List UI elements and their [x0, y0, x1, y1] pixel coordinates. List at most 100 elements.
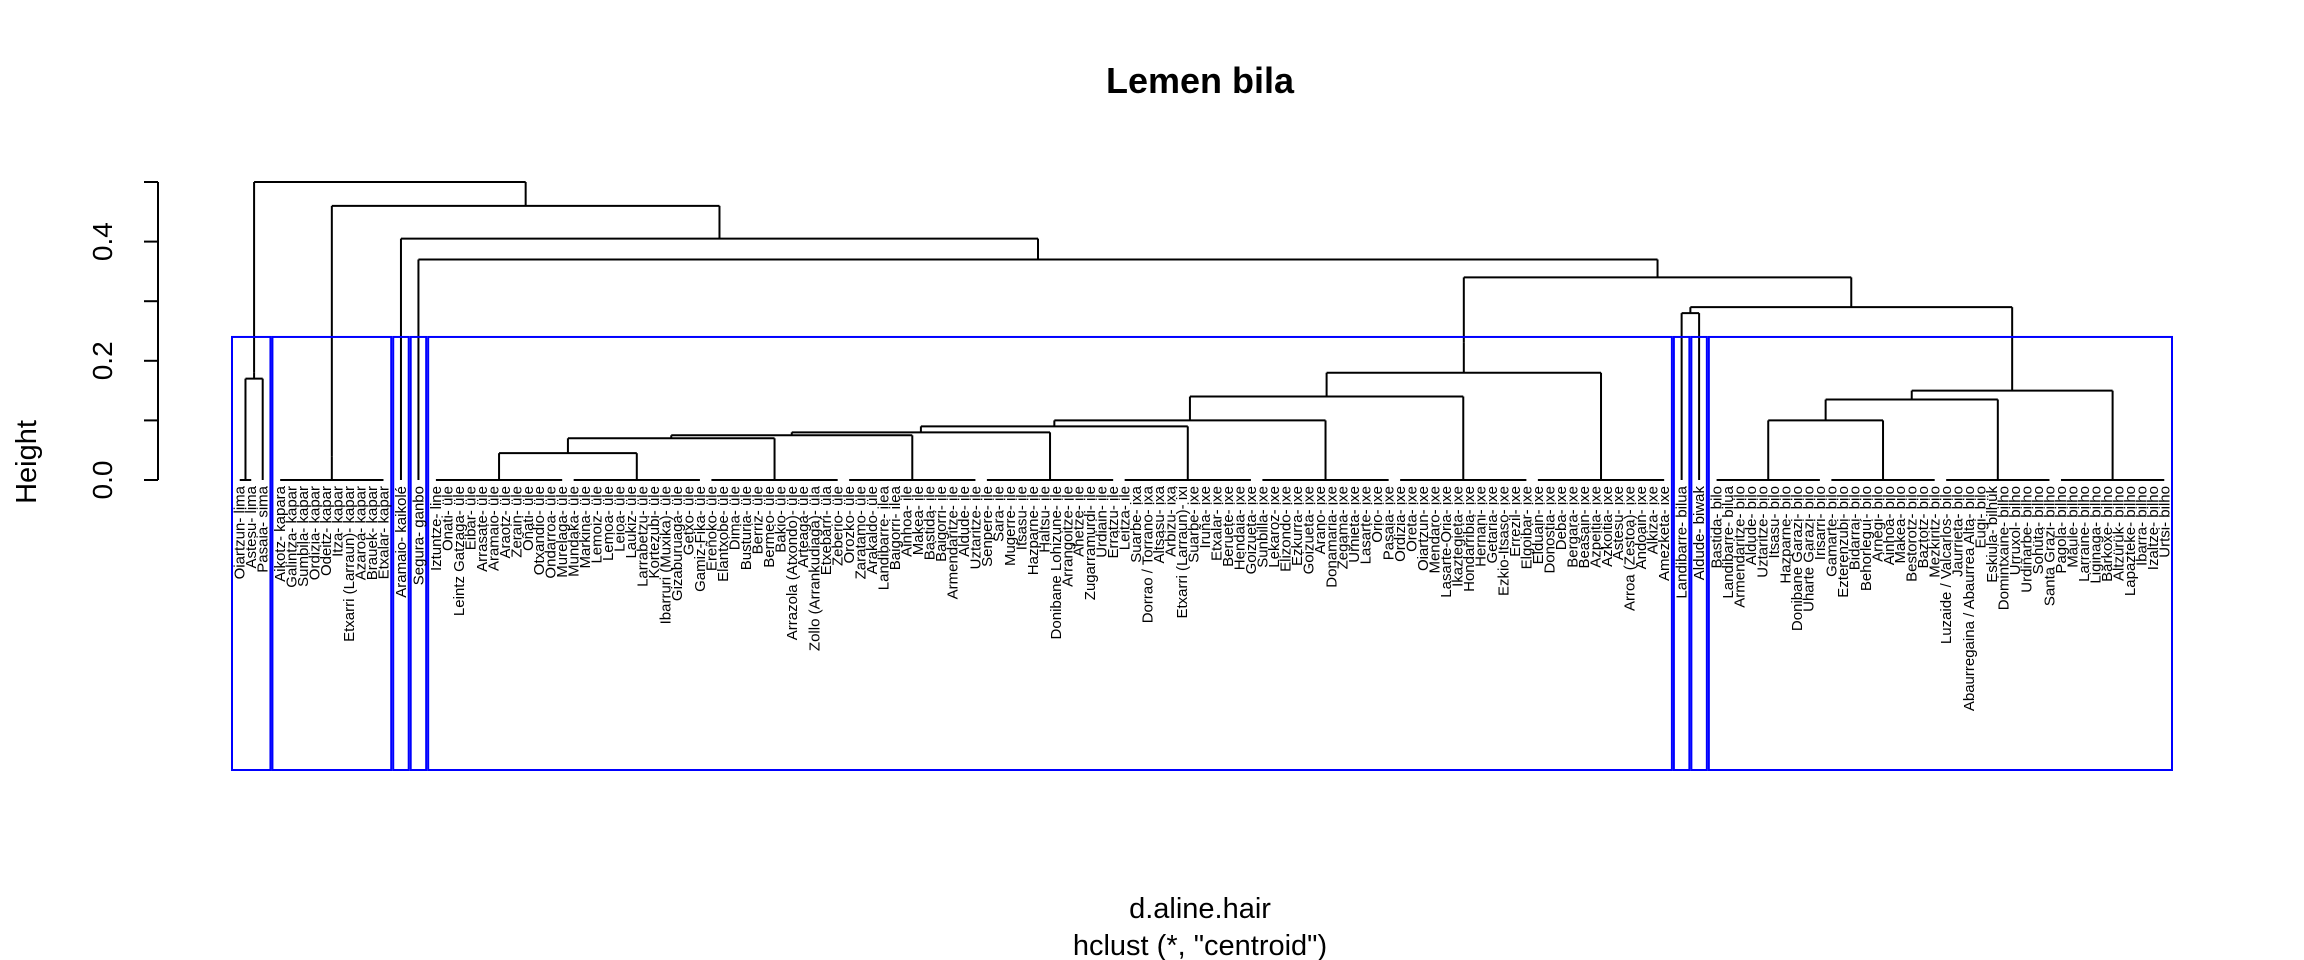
leaf-label: Uztaritze- bilo — [1755, 486, 1772, 578]
leaf-label: Izaltze- bilho — [2145, 486, 2162, 570]
leaf-label: Irisarri- bilo — [1812, 486, 1829, 560]
leaf-label: Azpeitia- ixe — [1587, 486, 1604, 568]
leaf-label: Liginaga- bilho — [2087, 486, 2104, 584]
leaf-label: Azaroa- kapar — [353, 486, 370, 580]
leaf-label: Donibane Lohizune- ile — [1048, 486, 1065, 639]
leaf-label: Oñati- üle — [520, 486, 537, 551]
leaf-label: Ibarra- bilho — [2133, 486, 2150, 566]
leaf-label: Getaria- ixe — [1484, 486, 1501, 564]
leaf-label: Etxalar- ixe — [1208, 486, 1225, 561]
leaf-label: Mugerre- ile — [1002, 486, 1019, 566]
leaf-label: Markina- üle — [577, 486, 594, 569]
leaf-label: Astesu- lima — [243, 485, 260, 568]
leaf-label: Arano- ixe — [1312, 486, 1329, 554]
leaf-label: Sumbila- kapar — [295, 486, 312, 587]
leaf-label: Ibarruri (Muxika)- üle — [657, 486, 674, 624]
leaf-label: Arbizu- ixa — [1163, 485, 1180, 557]
leaf-label: Mendaro- ixe — [1427, 486, 1444, 574]
leaf-label: Sara- ile — [990, 486, 1007, 542]
leaf-label: Hernani- ixe — [1472, 486, 1489, 567]
leaf-label: Galintza- kapar — [284, 486, 301, 588]
leaf-label: Maule- bilho — [2064, 486, 2081, 568]
leaf-label: Bastida- ile — [922, 486, 939, 560]
chart-title: Lemen bila — [1106, 60, 1295, 101]
leaf-label: Amezketa- ixe — [1656, 486, 1673, 581]
leaf-label: Altzürük- bilho — [2110, 486, 2127, 581]
leaf-label: Etxebarri- üla — [818, 485, 835, 575]
leaf-label: Getxo- üle — [680, 486, 697, 555]
leaf-label: Behorleguí- bilo — [1858, 486, 1875, 591]
leaf-label: Zeberio- üle — [830, 486, 847, 566]
y-axis: 0.0 0.2 0.4 — [87, 181, 159, 499]
leaf-label: Eskiula- bilhük — [1984, 486, 2001, 583]
leaf-label: Larraine- bilho — [2076, 486, 2093, 582]
leaf-label: Urruxol- bilho — [2007, 486, 2024, 575]
leaf-label: Armendaritze- ile — [944, 486, 961, 599]
leaf-label: Goizueta- ixe — [1300, 486, 1317, 574]
leaf-label: Itsasu- bilo — [1766, 486, 1783, 559]
leaf-label: Busturia- üle — [738, 486, 755, 570]
leaf-label: Suarbe- ixa — [1128, 485, 1145, 562]
leaf-label: Elgoibar- ixe — [1518, 486, 1535, 569]
leaf-label: Oreta- ixe — [1404, 486, 1421, 552]
leaf-label: Ordizia- ixe — [1392, 486, 1409, 562]
leaf-label: Urnieta- ixe — [1346, 486, 1363, 563]
leaf-label: Aldude- ile — [956, 486, 973, 557]
leaf-label: Ikaztegieta- ixe — [1450, 486, 1467, 587]
leaf-label: Gamiz-Fika- üle — [692, 486, 709, 592]
leaf-label: Otxandio- üle — [531, 486, 548, 575]
cluster-box — [1707, 335, 2174, 771]
leaf-label: Aramaio- üle — [485, 486, 502, 571]
leaf-label: Dima- üle — [726, 486, 743, 550]
cluster-box — [1672, 335, 1691, 771]
leaf-label: Berriz- üle — [749, 486, 766, 554]
cluster-box — [1690, 335, 1708, 771]
leaf-label: Lapazteke- bilho — [2122, 486, 2139, 596]
leaf-label: Domintxaine- bilho — [1996, 486, 2013, 610]
leaf-label: Landibarre- bilua — [1674, 485, 1691, 598]
leaf-label: Araotz- üle — [497, 486, 514, 559]
leaf-label: Alkiza- ixe — [1645, 486, 1662, 554]
leaf-label: Abaurregaina / Abaurrea Alta- bilo — [1961, 486, 1978, 711]
leaf-label: Ezkurra- ixe — [1289, 486, 1306, 566]
leaf-label: Etxalar- kapar — [375, 486, 392, 579]
leaf-label: Altsasu- ixa — [1151, 485, 1168, 563]
x-axis-subtitle: hclust (*, "centroid") — [1073, 930, 1327, 960]
leaf-label: Zaratamo- üle — [853, 486, 870, 579]
leaf-label: Laukiz- üle — [623, 486, 640, 559]
leaf-label: Iztuntze- line — [428, 486, 445, 571]
leaf-label: Bakio- üle — [772, 486, 789, 553]
leaf-label: Eibar- üle — [462, 486, 479, 550]
leaf-label: Oiartzun- lima — [232, 485, 249, 579]
leaf-label: Lekaroz- ixe — [1266, 486, 1283, 568]
leaf-label: Landibarre- bilua — [1720, 485, 1737, 598]
leaf-label: Pasaia- ixe — [1381, 486, 1398, 560]
leaf-label: Beasain- ixe — [1576, 486, 1593, 569]
leaf-label: Baigorri- ile — [933, 486, 950, 562]
leaf-label: Jaurrieta- bilo — [1950, 486, 1967, 577]
leaf-label: Azkoitia- ixe — [1599, 486, 1616, 567]
leaf-label: Leintz Gatzaga- üle — [451, 486, 468, 616]
leaf-label: Sohüta- bilho — [2030, 486, 2047, 574]
leaf-label: Lemoiz- üle — [589, 486, 606, 564]
leaf-label: Iruña- ixe — [1197, 486, 1214, 549]
leaf-label: Ezkio-Itsaso- ixe — [1495, 486, 1512, 596]
leaf-label: Pasaia- sima — [255, 485, 272, 572]
leaf-label: Ezterenzubi- bilo — [1835, 486, 1852, 598]
leaf-label: Baigorri- ilea — [887, 485, 904, 570]
leaf-label: Ahetze- ile — [1071, 486, 1088, 557]
leaf-label: Eugi- bilo — [1973, 486, 1990, 549]
leaf-label: Arteaga- üle — [795, 486, 812, 568]
leaf-label: Arrazola (Atxondo)- üle — [784, 486, 801, 640]
leaf-label: Lasarte-Oria- ixe — [1438, 486, 1455, 598]
leaf-label: Arnegi- bilo — [1869, 486, 1886, 562]
leaf-label: Makea- bilo — [1892, 486, 1909, 564]
leaf-label: Lasarte- ixe — [1358, 486, 1375, 564]
x-axis-title: d.aline.hair — [1129, 893, 1271, 925]
leaf-label: Urdiñarbe- bilho — [2019, 486, 2036, 593]
y-axis-title: Height — [11, 420, 43, 504]
leaf-label: Armendaritze- bilo — [1732, 486, 1749, 608]
leaf-label: Kortezubi- üle — [646, 486, 663, 579]
leaf-label: Oiartzun- ixe — [1415, 486, 1432, 571]
